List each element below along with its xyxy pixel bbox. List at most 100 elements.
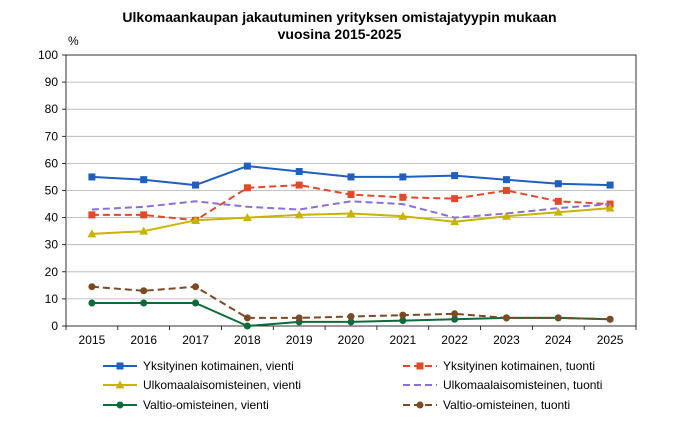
data-point (88, 173, 96, 181)
series-6 (88, 283, 614, 323)
x-tick-label: 2022 (441, 333, 468, 347)
axes: 0 10 20 30 40 50 60 70 80 90 100 2015 2016 2017 2018 20… (38, 48, 637, 347)
y-tick-label: 40 (45, 211, 59, 225)
legend-item: Ulkomaalaisomisteinen, vienti (103, 378, 301, 392)
legend-label: Valtio-omisteinen, vienti (143, 398, 269, 412)
data-point (243, 322, 251, 330)
data-point (450, 217, 460, 226)
x-tick-label: 2018 (234, 333, 261, 347)
data-point (243, 184, 251, 192)
y-tick-label: 20 (45, 265, 59, 279)
y-tick-label: 70 (45, 129, 59, 143)
y-tick-label: 60 (45, 156, 59, 170)
x-tick-label: 2016 (130, 333, 157, 347)
legend-label: Ulkomaalaisomisteinen, tuonti (443, 378, 602, 392)
legend-marker (416, 401, 424, 409)
legend-item: Valtio-omisteinen, vienti (103, 398, 269, 412)
legend: Yksityinen kotimainen, vienti Yksityinen … (103, 359, 602, 412)
data-point (502, 314, 510, 322)
data-point (140, 211, 148, 219)
data-point (140, 287, 148, 295)
data-point (243, 314, 251, 322)
data-point (140, 176, 148, 184)
series-line (91, 200, 611, 219)
legend-item: Ulkomaalaisomisteinen, tuonti (403, 378, 602, 392)
legend-item: Yksityinen kotimainen, vienti (103, 359, 294, 373)
y-tick-label: 0 (51, 319, 58, 333)
data-point (451, 195, 459, 203)
x-tick-label: 2020 (338, 333, 365, 347)
y-tick-label: 50 (45, 184, 59, 198)
x-tick-label: 2023 (493, 333, 520, 347)
data-point (140, 299, 148, 307)
series-3 (87, 203, 615, 238)
x-tick-label: 2025 (597, 333, 624, 347)
data-point (192, 283, 200, 291)
data-point (554, 314, 562, 322)
legend-marker (116, 362, 124, 370)
data-point (554, 197, 562, 205)
x-tick-label: 2015 (79, 333, 106, 347)
data-point (554, 180, 562, 188)
series-4 (91, 200, 611, 219)
data-point (606, 315, 614, 323)
data-point (399, 317, 407, 325)
y-axis-unit-label: % (68, 34, 79, 48)
data-point (347, 318, 355, 326)
data-point (295, 168, 303, 176)
data-point (399, 193, 407, 201)
x-tick-label: 2024 (545, 333, 572, 347)
gridlines (66, 81, 636, 300)
y-tick-label: 100 (38, 48, 58, 62)
series-1 (88, 162, 614, 189)
legend-marker (416, 362, 424, 370)
data-point (347, 313, 355, 321)
data-point (295, 181, 303, 189)
data-point (243, 162, 251, 170)
data-point (451, 315, 459, 323)
legend-label: Valtio-omisteinen, tuonti (443, 398, 570, 412)
data-point (139, 226, 149, 235)
data-point (451, 172, 459, 180)
data-point (606, 181, 614, 189)
data-point (502, 176, 510, 184)
legend-label: Ulkomaalaisomisteinen, vienti (143, 378, 301, 392)
data-point (346, 209, 356, 218)
data-point (605, 203, 615, 212)
legend-item: Valtio-omisteinen, tuonti (403, 398, 570, 412)
data-point (501, 211, 511, 220)
legend-label: Yksityinen kotimainen, vienti (143, 359, 294, 373)
data-point (88, 211, 96, 219)
y-tick-label: 80 (45, 102, 59, 116)
chart-title: Ulkomaankaupan jakautuminen yrityksen om… (0, 9, 679, 43)
data-point (399, 311, 407, 319)
data-point (87, 229, 97, 238)
y-tick-label: 10 (45, 292, 59, 306)
data-point (191, 215, 201, 224)
legend-item: Yksityinen kotimainen, tuonti (403, 359, 595, 373)
data-point (347, 173, 355, 181)
data-point (553, 207, 563, 216)
chart-title-line2: vuosina 2015-2025 (277, 26, 402, 42)
data-point (192, 181, 200, 189)
y-tick-label: 90 (45, 75, 59, 89)
data-point (502, 187, 510, 194)
chart-title-line1: Ulkomaankaupan jakautuminen yrityksen om… (122, 9, 557, 25)
data-point (398, 211, 408, 220)
x-tick-label: 2017 (182, 333, 209, 347)
legend-label: Yksityinen kotimainen, tuonti (443, 359, 595, 373)
data-point (347, 191, 355, 199)
data-point (399, 173, 407, 181)
x-tick-label: 2021 (389, 333, 416, 347)
series (87, 162, 615, 330)
data-point (295, 314, 303, 322)
data-point (88, 283, 96, 291)
data-point (88, 299, 96, 307)
legend-marker (116, 401, 124, 409)
data-point (242, 213, 252, 222)
data-point (294, 210, 304, 219)
data-point (451, 310, 459, 318)
x-tick-label: 2019 (286, 333, 313, 347)
data-point (192, 299, 200, 307)
